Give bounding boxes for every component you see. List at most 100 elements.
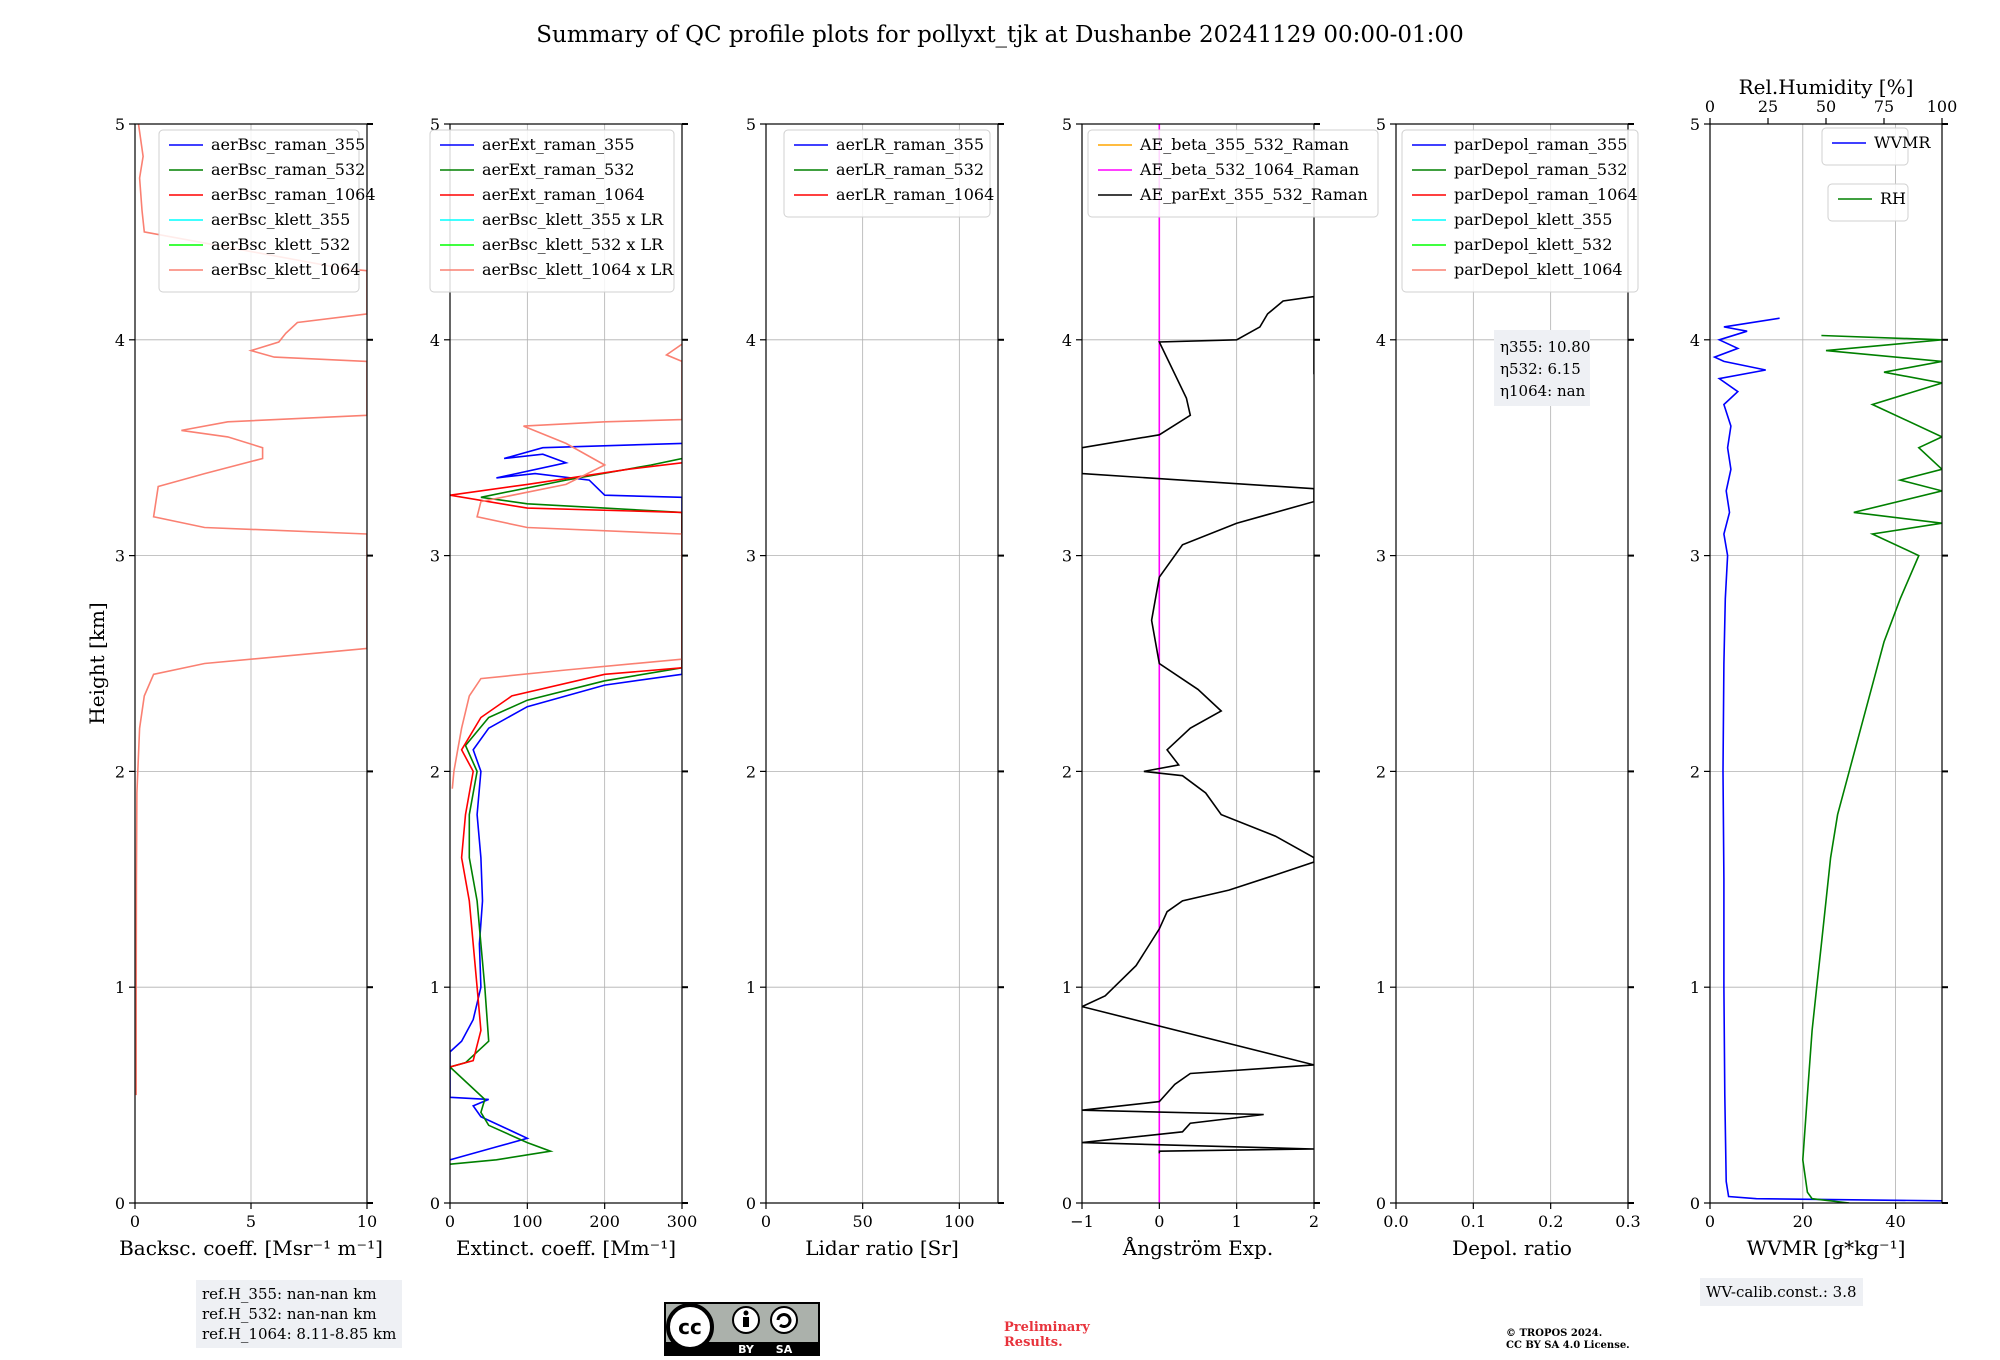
y-tick-label: 0 [1376,1194,1386,1213]
plot-frame [765,123,999,1204]
x-tick-label: 0 [445,1212,455,1231]
y-tick-label: 0 [1062,1194,1072,1213]
legend-label: parDepol_klett_355 [1454,210,1612,229]
y-tick-label: 1 [1690,978,1700,997]
y-tick-label: 5 [430,115,440,134]
legend-label: parDepol_raman_355 [1454,135,1627,154]
panel-1: 0 5 10 0 1 2 3 4 5 Backsc. coeff. [Msr⁻¹ m⁻¹] Heig… [85,115,383,1260]
x-tick-label: 5 [246,1212,256,1231]
x-tick-label: 0.1 [1461,1212,1486,1231]
preliminary-line-1: Preliminary [1004,1320,1090,1335]
eta-annotation: η355: 10.80 η532: 6.15 η1064: nan [1494,330,1590,406]
eta-line-2: η1064: nan [1500,382,1586,400]
y-tick-label: 4 [1690,331,1700,350]
figure-title: Summary of QC profile plots for pollyxt_… [536,22,1464,48]
legend-label: aerBsc_klett_532 x LR [482,235,664,254]
legend: RH [1827,183,1909,222]
x2-tick-label: 50 [1816,97,1836,116]
y-tick-label: 5 [115,115,125,134]
cc-sa-text: SA [776,1343,793,1356]
y-tick-label: 3 [1376,547,1386,566]
x-tick-label: 0 [130,1212,140,1231]
x-axis-label: Ångström Exp. [1122,1235,1273,1260]
x2-tick-label: 75 [1874,97,1894,116]
legend-label: aerBsc_raman_355 [211,135,365,154]
legend: aerExt_raman_355 aerExt_raman_532 aerExt_r… [429,129,675,293]
x-tick-label: −1 [1070,1212,1094,1231]
legend-label: aerExt_raman_355 [482,135,635,154]
copyright-note: © TROPOS 2024. CC BY SA 4.0 License. [1506,1328,1630,1352]
preliminary-line-2: Results. [1004,1335,1063,1350]
y-tick-label: 0 [1690,1194,1700,1213]
wv-calibration-box: WV-calib.const.: 3.8 [1700,1278,1863,1306]
y-tick-label: 1 [1376,978,1386,997]
y-tick-label: 3 [746,547,756,566]
series-line-aerExt_raman_355 [450,442,682,1161]
x-tick-label: 300 [667,1212,698,1231]
y-tick-label: 4 [115,331,125,350]
y-tick-label: 1 [1062,978,1072,997]
cc-by-sa-logo: cc BY SA [664,1302,820,1356]
eta-line-0: η355: 10.80 [1500,338,1590,356]
y-tick-label: 3 [430,547,440,566]
legend: parDepol_raman_355 parDepol_raman_532 parD… [1401,129,1639,293]
legend-label: AE_beta_355_532_Raman [1139,135,1349,154]
legend-frame [1827,183,1909,222]
x-tick-label: 100 [944,1212,975,1231]
y-axis-label: Height [km] [85,602,109,724]
x-tick-label: 1 [1232,1212,1242,1231]
legend: AE_beta_355_532_Raman AE_beta_532_1064_Ra… [1087,129,1379,218]
x-tick-label: 20 [1793,1212,1813,1231]
panel-5: 0.0 0.1 0.2 0.3 0 1 2 3 4 5 Depol. ratio parDepol_r… [1376,115,1641,1260]
legend: aerBsc_raman_355 aerBsc_raman_532 aerBsc_r… [158,129,376,293]
eta-line-1: η532: 6.15 [1500,360,1581,378]
copyright-line-2: CC BY SA 4.0 License. [1506,1340,1630,1351]
y-tick-label: 4 [1062,331,1072,350]
legend-label: aerBsc_klett_532 [211,235,350,254]
y-tick-label: 0 [746,1194,756,1213]
legend-label: parDepol_raman_1064 [1454,185,1638,204]
x-tick-label: 0 [1705,1212,1715,1231]
x2-axis-label: Rel.Humidity [%] [1739,75,1914,99]
series-line-WVMR [1712,317,1942,1202]
series-line-aerBsc_klett_1064 x LR [451,343,682,789]
y-tick-label: 3 [1062,547,1072,566]
x2-tick-label: 25 [1758,97,1778,116]
legend-label: aerBsc_klett_355 [211,210,350,229]
legend-frame [1821,127,1909,166]
y-tick-label: 0 [115,1194,125,1213]
y-tick-label: 5 [1690,115,1700,134]
legend-label: RH [1880,189,1906,208]
reference-height-box: ref.H_355: nan-nan km ref.H_532: nan-nan… [196,1280,403,1348]
ref-height-532: ref.H_532: nan-nan km [202,1305,377,1323]
x-tick-label: 50 [852,1212,872,1231]
series-line-AE_parExt_355_532_Raman [1082,295,1314,1154]
legend-label: parDepol_klett_532 [1454,235,1612,254]
ref-height-1064: ref.H_1064: 8.11-8.85 km [202,1325,397,1343]
series-line-RH [1801,334,1942,1203]
y-tick-label: 3 [1690,547,1700,566]
series-group [1712,317,1942,1203]
x-tick-label: 100 [512,1212,543,1231]
legend-frame [1401,129,1639,293]
y-tick-label: 2 [746,762,756,781]
y-tick-label: 2 [115,762,125,781]
cc-logo-text: cc [678,1315,702,1339]
x-tick-label: 40 [1885,1212,1905,1231]
y-tick-label: 5 [1376,115,1386,134]
y-tick-label: 4 [430,331,440,350]
y-tick-label: 4 [1376,331,1386,350]
panel-3: 0 50 100 0 1 2 3 4 5 Lidar ratio [Sr] aerLR_raman_… [746,115,1004,1260]
series-group [450,343,682,1165]
legend-frame [158,129,360,293]
legend-label: parDepol_raman_532 [1454,160,1627,179]
x-tick-label: 10 [357,1212,377,1231]
x-axis-label: Depol. ratio [1452,1236,1572,1260]
plot-frame [1081,123,1315,1204]
y-tick-label: 3 [115,547,125,566]
plot-frame [1395,123,1629,1204]
x-axis-label: WVMR [g*kg⁻¹] [1747,1236,1906,1260]
